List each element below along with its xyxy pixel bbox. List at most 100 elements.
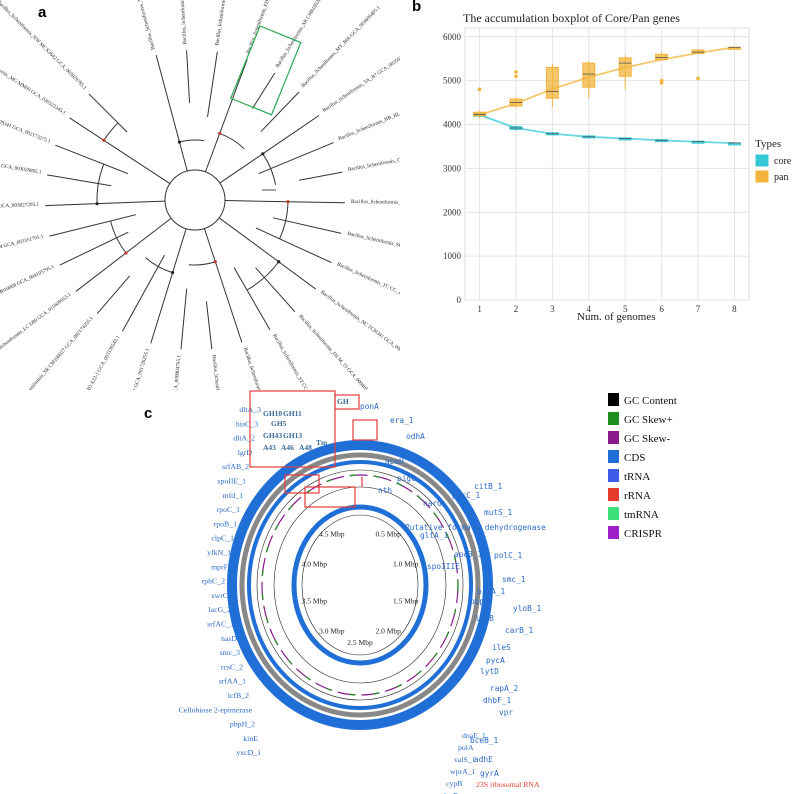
gene-label: rapA_2 xyxy=(490,684,518,693)
gene-label: apc3_1 xyxy=(454,550,482,559)
gene-label: srfAB_2 xyxy=(222,462,249,471)
gene-cluster-boxes xyxy=(249,390,378,508)
gene-label: bceB_1 xyxy=(470,736,498,745)
tree-branch xyxy=(255,227,332,263)
legend-label: tRNA xyxy=(624,471,650,483)
gene-label: smc_1 xyxy=(502,575,526,584)
tree-branch xyxy=(47,174,112,187)
tree-node xyxy=(277,260,281,264)
tree-branch xyxy=(96,275,131,315)
legend-swatch xyxy=(608,393,619,406)
scale-label: 4.5 Mbp xyxy=(319,529,345,538)
cds-ring-inner xyxy=(247,460,473,710)
gene-label: dltA_2 xyxy=(233,434,255,443)
gene-label: rphC_2 xyxy=(202,577,225,586)
x-tick-label: 4 xyxy=(587,304,592,314)
gene-label: spoIIE_1 xyxy=(217,477,246,486)
gene-label: ponA xyxy=(360,402,379,411)
box-pan xyxy=(691,49,705,54)
y-tick-label: 0 xyxy=(457,295,462,305)
scale-label: 3.5 Mbp xyxy=(302,597,328,606)
box-pan xyxy=(582,62,596,88)
box-pan xyxy=(618,57,632,77)
chart-marks xyxy=(473,46,741,146)
outlier-pan xyxy=(514,74,518,79)
x-axis-label: Num. of genomes xyxy=(577,311,656,323)
panel-label-c: c xyxy=(144,405,153,422)
gene-label: clpC_1 xyxy=(211,534,234,543)
tree-leaf-label: Bacillus_licheniformis_CB_A73137 GCA_003… xyxy=(347,144,400,173)
y-tick-label: 3000 xyxy=(443,163,462,173)
gene-label: carB_1 xyxy=(505,626,533,635)
tree-leaf-label: Bacillus_licheniformis_SR CM010520 GCA_0… xyxy=(274,0,346,69)
cluster-label: GH10 xyxy=(263,409,282,418)
tree-root-arc xyxy=(164,169,226,231)
x-tick-label: 6 xyxy=(659,304,664,314)
gene-label: apaH_ xyxy=(385,457,409,466)
inner-ring-1 xyxy=(273,486,447,684)
scale-label: 2.0 Mbp xyxy=(376,627,402,636)
gene-label: smc_3 xyxy=(220,648,240,657)
tree-node xyxy=(177,140,182,144)
legend-swatch xyxy=(608,431,619,444)
tree-leaf-label: Bacillus_licheniformis_CS L2 GCA_0008047… xyxy=(166,354,183,390)
chart-grid xyxy=(465,28,749,301)
legend-label: CRISPR xyxy=(624,528,663,540)
gene-label: swrC xyxy=(212,591,228,600)
scale-label: 2.5 Mbp xyxy=(347,638,373,647)
legend-label: GC Skew+ xyxy=(624,414,673,426)
tree-leaf-label: Bacillus_licheniformis_MC L25114 GCA_003… xyxy=(0,233,44,268)
gene-label: priA_1 xyxy=(477,587,505,596)
gene-label: srfAC_1 xyxy=(207,620,234,629)
tree-branch xyxy=(272,217,342,234)
cluster-box-pdh xyxy=(304,486,356,508)
gene-label: Cellobiose 2-epimerase xyxy=(179,705,253,714)
gene-label: lytD xyxy=(480,667,499,676)
box-pan xyxy=(473,111,487,117)
backbone-ring xyxy=(239,452,481,718)
gene-label: pycA xyxy=(486,656,505,665)
tree-internal-branch xyxy=(219,153,264,184)
gene-label: rpoC_1 xyxy=(217,505,240,514)
tree-branch xyxy=(278,261,316,290)
legend-label-core: core xyxy=(774,156,792,167)
tree-clade-arc xyxy=(103,122,119,141)
legend-title: Types xyxy=(755,138,781,150)
tree-leaf-label: Bacillus_licheniformis_SC CB_117 GCA_003… xyxy=(0,201,40,212)
tree-branch xyxy=(260,91,300,132)
tree-leaf-label: Bacillus_licheniformis_BL_010 GCA_008322… xyxy=(175,0,188,45)
tree-branch xyxy=(214,261,243,343)
tree-node xyxy=(213,260,217,264)
cluster-box-small xyxy=(334,394,360,410)
box-core xyxy=(691,140,705,144)
tree-leaf-label: Bacillus_licheniformis_SR CM100027 GCA_0… xyxy=(9,315,95,390)
tree-branch xyxy=(262,115,320,155)
gene-labels: ponA era_1 odhA apaH_ pigC nth narG parC_1citB_… xyxy=(179,402,547,794)
cluster-label: GH43 xyxy=(263,431,282,440)
gene-label: adhE xyxy=(474,755,493,764)
legend-swatch xyxy=(608,488,619,501)
chart-legend: Types core pan xyxy=(755,138,792,183)
gene-label: nth xyxy=(378,486,392,495)
cluster-box-gh xyxy=(249,390,336,468)
legend-label: CDS xyxy=(624,452,645,464)
tree-internal-branch xyxy=(178,141,188,172)
tree-internal-branch xyxy=(103,139,171,184)
gc-skew-plus-ring xyxy=(261,474,459,696)
tree-branch xyxy=(258,142,334,175)
tree-leaf-labels: Bacillus_licheniformis_T11 Bacillus_liche… xyxy=(0,0,400,390)
legend-swatch xyxy=(608,450,619,463)
cluster-label: GH xyxy=(337,397,349,406)
panel-label-a: a xyxy=(38,4,47,21)
legend-swatch xyxy=(608,507,619,520)
cluster-label: GH11 xyxy=(283,409,302,418)
genome-map-legend: GC Content GC Skew+ GC Skew- CDS tRNA rRNA tmR… xyxy=(608,393,677,540)
gene-label: Putative formate dehydrogenase xyxy=(405,523,546,532)
tree-clade-arc xyxy=(188,261,216,266)
tree-branch xyxy=(233,267,271,331)
tree-branch xyxy=(88,93,128,133)
tree-internal-branch xyxy=(204,133,221,173)
phylogenetic-tree: Bacillus_licheniformis_T11 Bacillus_liche… xyxy=(0,0,400,390)
cluster-label: Tm xyxy=(316,438,328,447)
